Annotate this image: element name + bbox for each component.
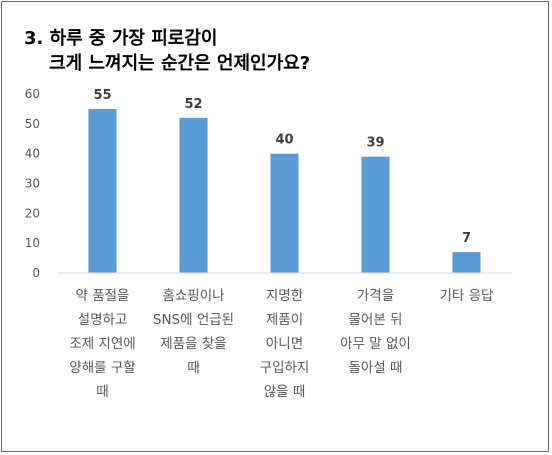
category-label-line: 때 (96, 384, 109, 400)
y-tick-label: 40 (25, 147, 40, 161)
category-label-line: 제품이 (265, 312, 304, 328)
y-axis-ticks: 0 10 20 30 40 50 60 (25, 87, 40, 280)
y-tick-label: 0 (32, 266, 40, 280)
category-label-line: 가격을 (356, 288, 395, 304)
category-label-line: 기타 응답 (439, 288, 494, 304)
bars (88, 108, 481, 274)
title-line-2: 크게 느껴지는 순간은 언제인가요? (24, 53, 311, 74)
title-line-1: 3. 하루 중 가장 피로감이 (24, 28, 218, 49)
category-label-line: 조제 지연에 (69, 336, 136, 352)
bar (361, 156, 390, 273)
category-label-line: 물어본 뒤 (348, 312, 403, 328)
category-label-line: 않을 때 (263, 384, 306, 400)
category-label-line: SNS에 언급된 (152, 312, 235, 328)
category-label-line: 때 (187, 360, 200, 376)
category-label-line: 약 품절을 (75, 288, 130, 304)
bar (88, 108, 117, 274)
category-label-line: 홈쇼핑이나 (162, 288, 225, 304)
bar (270, 153, 299, 273)
category-label-line: 구입하지 (259, 360, 310, 376)
category-label-line: 아무 말 없이 (340, 336, 411, 352)
data-label: 52 (184, 97, 202, 112)
chart-title: 3. 하루 중 가장 피로감이 크게 느껴지는 순간은 언제인가요? (24, 26, 310, 76)
data-labels: 55 52 40 39 7 (93, 88, 471, 246)
y-tick-label: 30 (25, 177, 40, 191)
data-label: 39 (366, 136, 384, 151)
category-label-line: 돌아설 때 (348, 360, 403, 376)
category-label-line: 아니면 (265, 336, 304, 352)
data-label: 40 (275, 133, 293, 148)
y-tick-label: 60 (25, 87, 40, 101)
category-label-line: 제품을 찾을 (160, 336, 227, 352)
data-label: 7 (462, 231, 471, 246)
category-label-line: 설명하고 (77, 312, 128, 328)
y-tick-label: 10 (25, 236, 40, 250)
category-label-line: 지명한 (265, 288, 304, 304)
y-tick-label: 20 (25, 206, 40, 220)
category-label: 기타 응답 (419, 284, 515, 308)
category-label-line: 양해를 구할 (69, 360, 136, 376)
y-tick-label: 50 (25, 117, 40, 131)
data-label: 55 (93, 88, 111, 103)
bar (452, 252, 481, 273)
bar (179, 117, 208, 273)
